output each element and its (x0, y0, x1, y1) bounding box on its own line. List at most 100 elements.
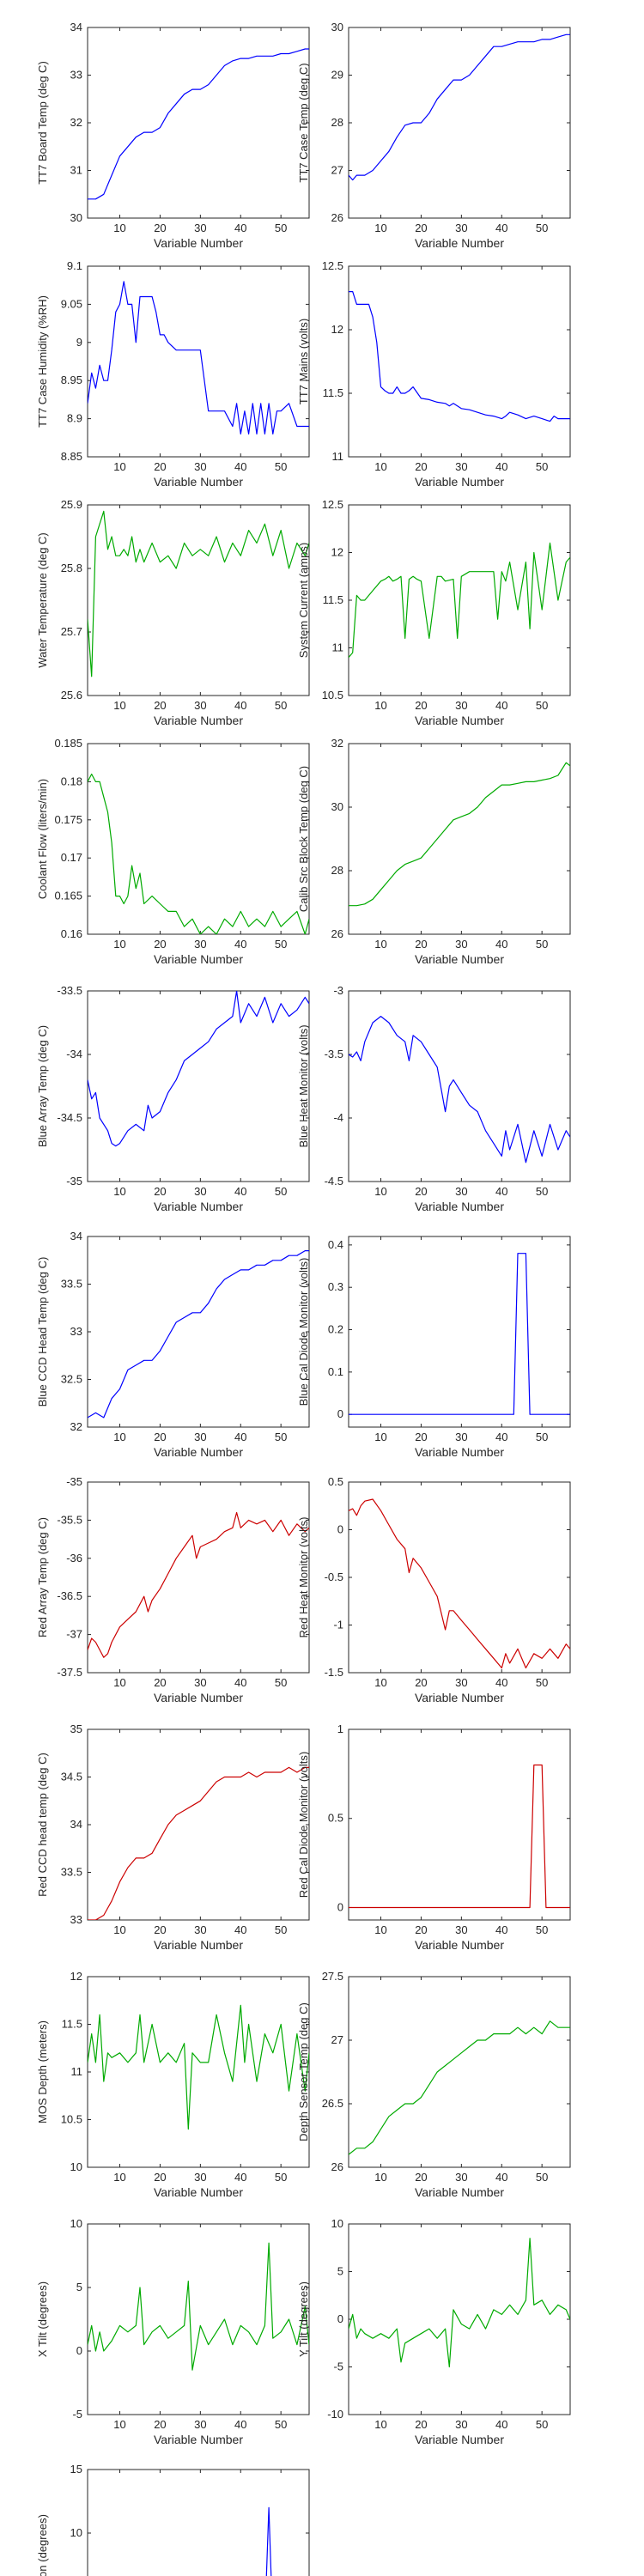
plot-area (348, 1236, 571, 1428)
x-axis-label: Variable Number (154, 475, 243, 489)
x-tick-label: 20 (415, 1676, 427, 1689)
y-axis-label: Red Heat Monitor (volts) (297, 1517, 310, 1638)
y-tick-label: 0.175 (54, 813, 82, 826)
y-tick-label: -34 (66, 1048, 82, 1060)
series-line (265, 2506, 272, 2576)
plot-area (348, 1481, 571, 1674)
y-tick-label: 33 (70, 1325, 82, 1338)
x-axis-label: Variable Number (415, 1200, 504, 1213)
y-tick-label: 26 (331, 211, 343, 224)
x-tick-label: 40 (234, 1923, 246, 1936)
series-line (88, 1766, 309, 1920)
x-tick-label: 20 (415, 2418, 427, 2431)
y-axis-label: System Current (amps) (297, 543, 310, 658)
x-tick-label: 40 (495, 1431, 507, 1443)
y-tick-label: -4.5 (325, 1175, 343, 1188)
y-tick-label: 10.5 (61, 2113, 82, 2126)
x-tick-label: 30 (455, 2171, 467, 2184)
series-line (88, 2242, 309, 2371)
y-tick-label: 11.5 (62, 2018, 82, 2031)
x-axis-label: Variable Number (154, 1691, 243, 1704)
x-tick-label: 40 (234, 2171, 246, 2184)
y-tick-label: 25.8 (61, 562, 82, 574)
y-tick-label: 0.165 (54, 890, 82, 902)
x-tick-label: 10 (113, 1185, 125, 1198)
x-tick-label: 10 (113, 699, 125, 712)
x-tick-label: 30 (455, 460, 467, 473)
y-tick-label: 0 (76, 2344, 82, 2357)
y-tick-label: 5 (337, 2265, 343, 2278)
x-tick-label: 50 (275, 2171, 287, 2184)
x-tick-label: 40 (495, 1676, 507, 1689)
x-tick-label: 50 (536, 1185, 548, 1198)
y-tick-label: -37.5 (57, 1666, 82, 1679)
x-tick-label: 50 (536, 2171, 548, 2184)
chart-panel-11: 10 20 30 40 50 32 32.5 33 33.5 34 Variable Number B… (36, 1230, 310, 1459)
plot-area (87, 1481, 310, 1674)
y-tick-label: 32 (70, 116, 82, 129)
chart-panel-3: 10 20 30 40 50 8.85 8.9 8.95 9 9.05 9.1 Variable Nu… (36, 259, 310, 489)
y-tick-label: 33 (70, 1913, 82, 1926)
y-tick-label: 27 (331, 2033, 343, 2046)
x-tick-label: 10 (374, 938, 386, 951)
y-axis-label: Red Array Temp (deg C) (36, 1517, 49, 1637)
y-tick-label: 10 (70, 2526, 82, 2539)
x-tick-label: 50 (275, 1185, 287, 1198)
x-tick-label: 10 (113, 938, 125, 951)
x-tick-label: 20 (154, 1676, 166, 1689)
plot-area (87, 1236, 310, 1428)
x-tick-label: 30 (455, 222, 467, 234)
x-tick-label: 20 (415, 1185, 427, 1198)
y-tick-label: -1 (333, 1619, 343, 1631)
x-tick-label: 40 (495, 460, 507, 473)
y-tick-label: 0 (337, 1900, 343, 1913)
y-tick-label: 0 (337, 2312, 343, 2325)
y-axis-label: Blue Cal Diode Monitor (volts) (297, 1258, 310, 1406)
y-tick-label: 33.5 (61, 1866, 82, 1879)
x-tick-label: 20 (415, 2171, 427, 2184)
series-line (88, 991, 309, 1147)
y-tick-label: 35 (70, 1722, 82, 1735)
x-tick-label: 20 (154, 2171, 166, 2184)
x-tick-label: 30 (455, 1923, 467, 1936)
x-tick-label: 10 (113, 1431, 125, 1443)
y-tick-label: -10 (327, 2408, 343, 2421)
x-tick-label: 20 (415, 460, 427, 473)
x-tick-label: 40 (495, 2418, 507, 2431)
y-axis-label: Y Tilt (degrees) (297, 2281, 310, 2357)
x-tick-label: 30 (455, 1676, 467, 1689)
x-tick-label: 50 (275, 1676, 287, 1689)
y-tick-label: 30 (331, 800, 343, 813)
y-tick-label: -1.5 (325, 1666, 343, 1679)
plot-area (87, 2223, 310, 2415)
x-tick-label: 10 (113, 1676, 125, 1689)
y-tick-label: 11 (332, 641, 344, 654)
y-tick-label: 9.05 (61, 297, 82, 310)
x-axis-label: Variable Number (154, 714, 243, 727)
x-axis-label: Variable Number (154, 1200, 243, 1213)
x-tick-label: 10 (374, 2418, 386, 2431)
plot-area (348, 1728, 571, 1921)
y-tick-label: 8.9 (67, 412, 82, 425)
y-axis-label: TT7 Mains (volts) (297, 319, 310, 404)
y-tick-label: 0.5 (328, 1812, 343, 1825)
y-tick-label: -5 (72, 2408, 82, 2421)
y-tick-label: 34.5 (61, 1771, 82, 1783)
plot-area (348, 743, 571, 935)
y-tick-label: 34 (70, 1818, 82, 1831)
y-tick-label: -36 (66, 1552, 82, 1564)
chart-panel-20: 10 20 30 40 50 -10 -5 0 5 10 Variable Number Y Tilt… (297, 2217, 571, 2446)
y-tick-label: 10 (70, 2217, 82, 2230)
x-tick-label: 40 (234, 1676, 246, 1689)
x-tick-label: 40 (234, 2418, 246, 2431)
y-tick-label: 0.2 (328, 1323, 343, 1336)
y-tick-label: 12.5 (322, 259, 343, 272)
y-tick-label: -3 (333, 984, 343, 997)
x-tick-label: 30 (194, 1676, 206, 1689)
x-tick-label: 20 (415, 1431, 427, 1443)
x-tick-label: 20 (154, 1431, 166, 1443)
y-tick-label: 26.5 (322, 2097, 343, 2110)
x-tick-label: 30 (194, 2171, 206, 2184)
x-tick-label: 30 (194, 1923, 206, 1936)
x-tick-label: 50 (275, 2418, 287, 2431)
